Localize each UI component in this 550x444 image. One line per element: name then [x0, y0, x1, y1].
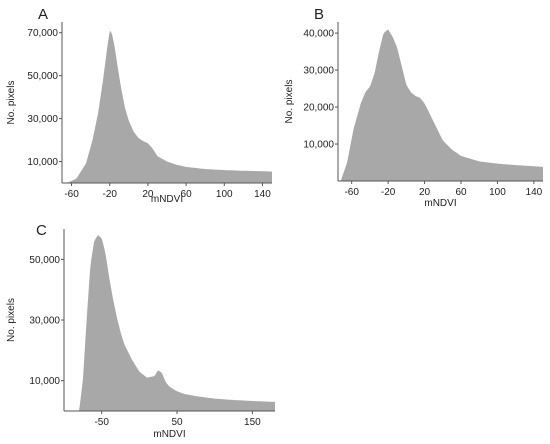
x-tick-label: 150 — [244, 417, 261, 428]
y-tick-label: 30,000 — [27, 114, 58, 125]
y-tick-label: 30,000 — [303, 66, 334, 77]
x-tick-label: 100 — [489, 187, 506, 198]
x-tick-label: -60 — [64, 189, 79, 200]
y-tick-label: 50,000 — [27, 71, 58, 82]
x-tick-label: 60 — [181, 189, 193, 200]
x-tick-label: -20 — [381, 187, 396, 198]
histogram-area — [64, 235, 275, 411]
histogram-area — [338, 29, 543, 181]
x-axis-label: mNDVI — [153, 429, 185, 440]
x-tick-label: -20 — [103, 189, 118, 200]
x-tick-label: 60 — [455, 187, 467, 198]
panel-label-a: A — [38, 6, 49, 23]
y-axis-label: No. pixels — [284, 80, 295, 124]
x-tick-label: -50 — [94, 417, 109, 428]
y-tick-label: 20,000 — [303, 103, 334, 114]
x-tick-label: 50 — [171, 417, 183, 428]
x-axis-label: mNDVI — [424, 198, 456, 209]
x-tick-label: 20 — [419, 187, 431, 198]
y-tick-label: 70,000 — [27, 28, 58, 39]
y-tick-label: 40,000 — [303, 29, 334, 40]
x-tick-label: 100 — [216, 189, 233, 200]
x-axis-label: mNDVI — [151, 194, 183, 205]
y-tick-label: 30,000 — [29, 316, 60, 327]
y-tick-label: 50,000 — [29, 255, 60, 266]
x-tick-label: 20 — [142, 189, 154, 200]
panel-label-c: C — [36, 222, 47, 239]
y-tick-label: 10,000 — [303, 140, 334, 151]
panel-label-b: B — [314, 6, 325, 23]
x-tick-label: -60 — [344, 187, 359, 198]
y-axis-label: No. pixels — [6, 81, 17, 125]
y-tick-label: 10,000 — [27, 157, 58, 168]
x-tick-label: 140 — [254, 189, 271, 200]
y-tick-label: 10,000 — [29, 376, 60, 387]
histogram-area — [62, 30, 272, 184]
y-axis-label: No. pixels — [6, 298, 17, 342]
x-tick-label: 140 — [526, 187, 543, 198]
